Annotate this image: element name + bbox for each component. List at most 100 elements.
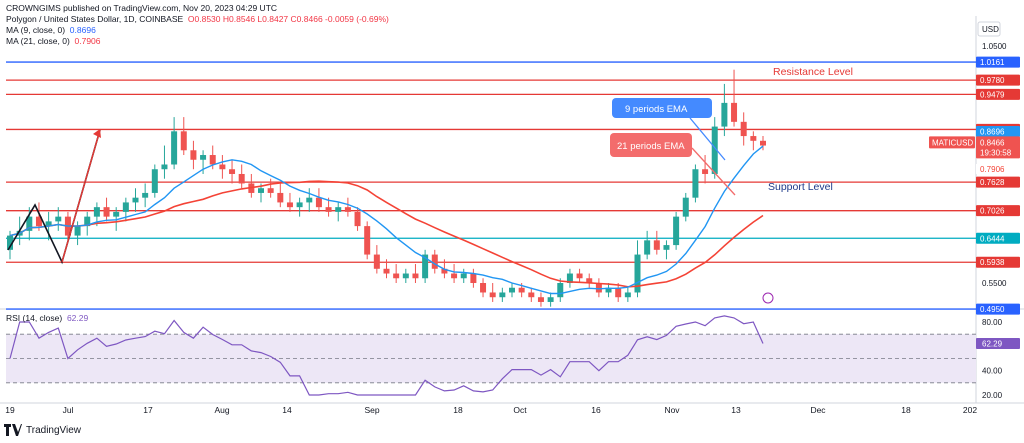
candle-body [113,211,120,217]
candle-body [209,155,216,165]
currency-label: USD [982,25,999,34]
candle-body [566,273,573,283]
ema9-callout-text: 9 periods EMA [625,104,688,115]
symbol-line: Polygon / United States Dollar, 1D, COIN… [6,14,389,24]
ma9-value: 0.8696 [69,25,96,35]
tradingview-footer[interactable]: TradingView [4,424,81,436]
level-tag-label: 0.9479 [980,90,1005,99]
candle-body [489,292,496,298]
rsi-legend[interactable]: RSI (14, close) 62.29 [6,313,88,323]
ma9-price-tag [976,126,1020,138]
candle-body [422,254,429,279]
x-tick-label: 202 [963,405,977,415]
ma21-label: MA (21, close, 0) [6,36,70,46]
ma9-label: MA (9, close, 0) [6,25,66,35]
candle-body [315,197,322,208]
candle-body [122,202,129,212]
candle-body [499,292,506,298]
rsi-tick-label: 20.00 [982,391,1003,400]
ema21-pointer [691,147,736,196]
candle-body [344,207,351,212]
currency-box [977,21,1001,37]
tradingview-logo-icon [4,424,22,436]
candle-body [190,150,197,160]
level-tag [976,56,1020,68]
low-value: L0.8427 [257,14,289,24]
candle-body [595,283,602,293]
x-tick-label: Jul [63,405,74,415]
candle-body [711,126,718,174]
candle-body [84,216,91,227]
candle-body [45,221,52,227]
up-arrow-head [93,129,101,138]
candle-body [93,207,100,217]
candle-body [151,169,158,193]
candle-body [354,211,361,227]
candle-body [286,202,293,208]
candle-body [402,273,409,279]
candle-body [364,226,371,255]
level-tag-label: 0.7628 [980,178,1005,187]
candle-body [634,254,641,293]
ma21-price-label: 0.7906 [980,165,1005,174]
publisher-text: CROWNGIMS published on TradingView.com, … [6,3,278,13]
candle-body [644,240,651,255]
candle-body [325,207,332,212]
high-value: H0.8546 [222,14,256,24]
y-tick-label: 0.5500 [982,279,1007,288]
level-tag-label: 0.7026 [980,207,1005,216]
candle-body [267,188,274,193]
x-tick-label: 18 [901,405,911,415]
symbol-price-tag-label: MATICUSD [932,138,973,147]
candle-body [528,292,535,298]
candle-body [26,216,33,231]
level-tag [976,303,1020,315]
x-tick-label: 16 [591,405,601,415]
x-tick-label: 17 [143,405,153,415]
candle-body [296,202,303,208]
candle-body [229,169,236,174]
candle-body [306,197,313,203]
candle-body [518,287,525,293]
x-tick-label: Sep [364,405,379,415]
tradingview-brand: TradingView [26,424,82,436]
level-tag [976,205,1020,217]
x-tick-label: Aug [214,405,229,415]
change-value: -0.0059 (-0.69%) [325,14,389,24]
rsi-value-label: 62.29 [982,340,1003,349]
open-value: O0.8530 [187,14,221,24]
candle-body [682,197,689,217]
candle-body [605,287,612,293]
candle-body [721,102,728,127]
candle-body [537,297,544,302]
x-tick-label: 14 [282,405,292,415]
candle-body [7,235,13,250]
candle-body [142,192,149,198]
ma9-price-label: 0.8696 [980,128,1005,137]
candle-body [480,283,487,293]
symbol-price-tag [929,136,975,149]
ema9-pointer [689,117,726,161]
candle-body [673,216,680,246]
candle-body [74,226,81,236]
rsi-legend-value: 62.29 [66,313,89,323]
ema21-callout-text: 21 periods EMA [617,141,685,152]
level-tag-label: 0.4950 [980,305,1005,314]
ma21-legend[interactable]: MA (21, close, 0) 0.7906 [6,36,101,46]
rsi-value-tag [976,338,1020,350]
candle-body [750,136,757,141]
level-tag [976,256,1020,268]
candle-body [451,273,458,279]
candle-body [132,197,139,203]
candle-body [731,102,738,122]
level-tag [976,176,1020,188]
candle-body [692,169,699,198]
x-tick-label: Dec [810,405,826,415]
ma9-legend[interactable]: MA (9, close, 0) 0.8696 [6,25,96,35]
close-value: C0.8466 [290,14,323,24]
candle-body [200,155,207,160]
event-marker-icon [762,292,774,304]
y-tick-label: 1.0500 [982,42,1007,51]
candle-body [460,273,467,279]
